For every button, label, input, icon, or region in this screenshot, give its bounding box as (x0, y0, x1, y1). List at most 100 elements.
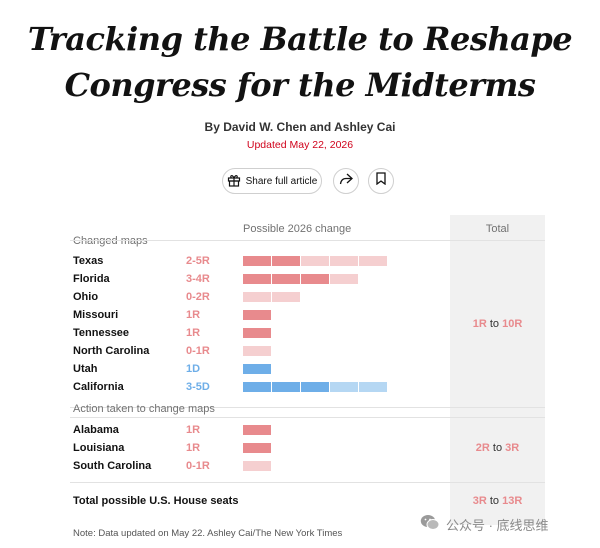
table-row: Florida 3-4R (0, 270, 600, 288)
bar-group (243, 292, 301, 302)
updated-date: Updated May 22, 2026 (246, 139, 354, 151)
share-arrow-icon (339, 172, 353, 190)
likely-seat-bar (243, 364, 271, 374)
possible-seat-bar (359, 256, 387, 266)
state-name: Texas (73, 255, 104, 267)
bar-group (243, 328, 272, 338)
section-label-changed-maps: Changed maps (73, 235, 148, 247)
possible-seat-bar (243, 461, 271, 471)
total-to: 13R (502, 495, 523, 507)
likely-seat-bar (243, 443, 271, 453)
possible-seat-bar (272, 292, 300, 302)
likely-seat-bar (272, 382, 300, 392)
likely-seat-bar (272, 256, 300, 266)
column-header-change: Possible 2026 change (243, 223, 352, 235)
headline-line-2: Congress for the Midterms (64, 66, 536, 104)
bookmark-icon (376, 172, 386, 190)
total-to-word: to (492, 442, 503, 454)
state-name: Ohio (73, 291, 99, 303)
table-row: Tennessee 1R (0, 324, 600, 342)
likely-seat-bar (301, 274, 329, 284)
change-value: 3-4R (186, 273, 210, 285)
bar-group (243, 382, 388, 392)
state-name: California (73, 381, 124, 393)
table-row: South Carolina 0-1R (0, 457, 600, 475)
section-total: 1R to 10R (450, 318, 545, 330)
change-value: 1R (186, 309, 201, 321)
table-row: Missouri 1R (0, 306, 600, 324)
divider (70, 417, 545, 418)
change-value: 1R (186, 327, 201, 339)
table-row: Ohio 0-2R (0, 288, 600, 306)
state-name: Tennessee (73, 327, 130, 339)
bar-group (243, 310, 272, 320)
table-row: California 3-5D (0, 378, 600, 396)
watermark-text: 公众号 · 底线思维 (446, 517, 549, 533)
total-to: 3R (505, 442, 520, 454)
bar-group (243, 256, 388, 266)
watermark: 公众号 · 底线思维 (420, 514, 549, 534)
bar-group (243, 425, 272, 435)
possible-seat-bar (243, 292, 271, 302)
possible-seat-bar (301, 256, 329, 266)
table-row: Louisiana 1R (0, 439, 600, 457)
table-row: Alabama 1R (0, 421, 600, 439)
state-name: Louisiana (73, 442, 125, 454)
share-button[interactable] (333, 168, 359, 194)
divider (70, 240, 545, 241)
change-value: 1D (186, 363, 201, 375)
change-value: 0-1R (186, 345, 210, 357)
state-name: Utah (73, 363, 98, 375)
column-header-total: Total (485, 223, 510, 235)
total-from: 3R (472, 495, 487, 507)
likely-seat-bar (243, 425, 271, 435)
change-value: 3-5D (186, 381, 210, 393)
bookmark-button[interactable] (368, 168, 394, 194)
total-to-word: to (489, 495, 500, 507)
table-row: North Carolina 0-1R (0, 342, 600, 360)
possible-seat-bar (243, 346, 271, 356)
divider (70, 407, 545, 408)
change-value: 1R (186, 424, 201, 436)
state-name: Missouri (73, 309, 119, 321)
total-from: 1R (472, 318, 487, 330)
table-row: Utah 1D (0, 360, 600, 378)
likely-seat-bar (243, 274, 271, 284)
likely-seat-bar (272, 274, 300, 284)
share-full-article-button[interactable]: Share full article (222, 168, 322, 194)
likely-seat-bar (243, 256, 271, 266)
headline: Tracking the Battle to Reshape Congress … (0, 16, 600, 108)
divider (70, 482, 545, 483)
likely-seat-bar (243, 328, 271, 338)
possible-seat-bar (359, 382, 387, 392)
share-label: Share full article (245, 175, 318, 187)
section-label-action-taken: Action taken to change maps (73, 403, 215, 415)
total-to-word: to (489, 318, 500, 330)
bar-group (243, 443, 272, 453)
likely-seat-bar (243, 382, 271, 392)
wechat-icon (420, 514, 440, 534)
total-from: 2R (475, 442, 490, 454)
grand-total-label: Total possible U.S. House seats (73, 495, 239, 507)
likely-seat-bar (301, 382, 329, 392)
grand-total: 3R to 13R (450, 495, 545, 507)
bar-group (243, 274, 359, 284)
state-name: South Carolina (73, 460, 152, 472)
bar-group (243, 461, 272, 471)
table-row: Texas 2-5R (0, 252, 600, 270)
change-value: 0-2R (186, 291, 210, 303)
state-name: Florida (73, 273, 110, 285)
bar-group (243, 364, 272, 374)
source-note: Note: Data updated on May 22. Ashley Cai… (73, 528, 343, 539)
total-to: 10R (502, 318, 523, 330)
total-column-background (450, 215, 545, 525)
gift-icon (227, 173, 241, 190)
byline: By David W. Chen and Ashley Cai (204, 120, 396, 134)
section-total: 2R to 3R (450, 442, 545, 454)
change-value: 1R (186, 442, 201, 454)
headline-line-1: Tracking the Battle to Reshape (27, 20, 573, 58)
change-value: 0-1R (186, 460, 210, 472)
possible-seat-bar (330, 256, 358, 266)
state-name: North Carolina (73, 345, 150, 357)
possible-seat-bar (330, 382, 358, 392)
